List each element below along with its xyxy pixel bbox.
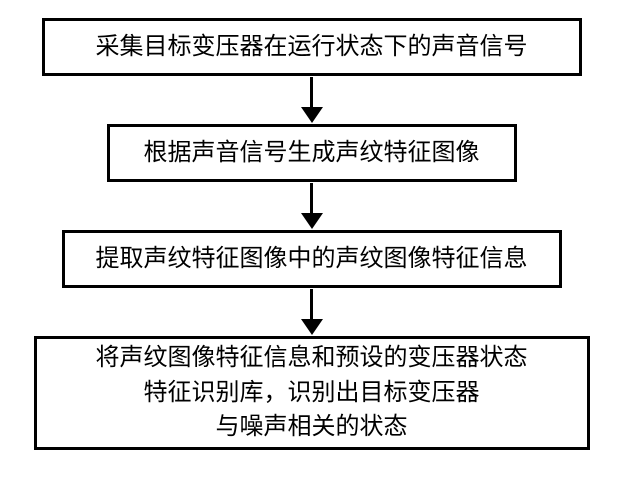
arrow-line bbox=[310, 289, 313, 319]
step-4-line3: 与噪声相关的状态 bbox=[216, 410, 408, 445]
flowchart-step-4: 将声纹图像特征信息和预设的变压器状态 特征识别库，识别出目标变压器 与噪声相关的… bbox=[34, 336, 590, 450]
arrow-head-icon bbox=[301, 107, 323, 123]
step-1-label: 采集目标变压器在运行状态下的声音信号 bbox=[96, 30, 528, 65]
step-3-label: 提取声纹特征图像中的声纹图像特征信息 bbox=[96, 242, 528, 277]
arrow-head-icon bbox=[301, 319, 323, 335]
flowchart-step-2: 根据声音信号生成声纹特征图像 bbox=[107, 124, 517, 182]
step-4-line2: 特征识别库，识别出目标变压器 bbox=[144, 376, 480, 411]
arrow-head-icon bbox=[301, 213, 323, 229]
arrow-line bbox=[310, 77, 313, 107]
flowchart-step-1: 采集目标变压器在运行状态下的声音信号 bbox=[42, 18, 582, 76]
arrow-3-to-4 bbox=[301, 288, 323, 336]
arrow-1-to-2 bbox=[301, 76, 323, 124]
arrow-2-to-3 bbox=[301, 182, 323, 230]
step-2-label: 根据声音信号生成声纹特征图像 bbox=[144, 136, 480, 171]
arrow-line bbox=[310, 183, 313, 213]
flowchart-step-3: 提取声纹特征图像中的声纹图像特征信息 bbox=[62, 230, 562, 288]
step-4-line1: 将声纹图像特征信息和预设的变压器状态 bbox=[96, 341, 528, 376]
